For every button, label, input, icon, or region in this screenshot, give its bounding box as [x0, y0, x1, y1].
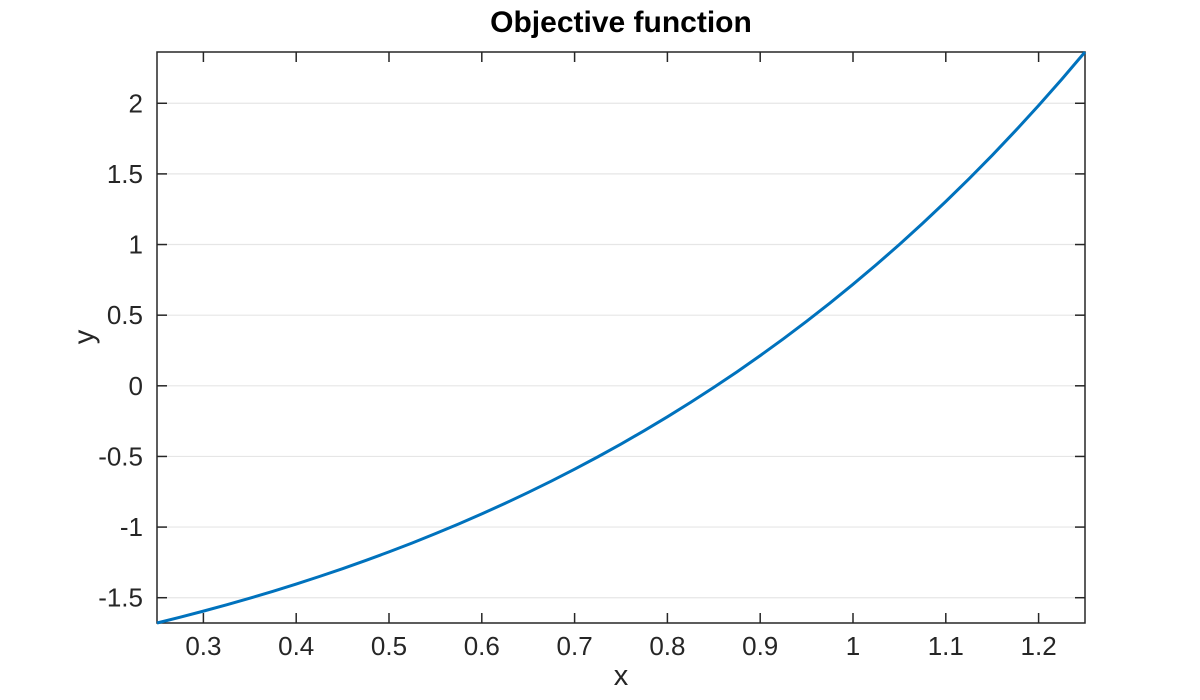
x-tick-label: 0.5: [371, 631, 407, 661]
y-tick-label: -1.5: [98, 583, 143, 613]
y-tick-label: -1: [120, 512, 143, 542]
x-tick-label: 0.7: [557, 631, 593, 661]
objective-function-curve: [156, 51, 1087, 625]
x-tick-label: 0.8: [649, 631, 685, 661]
y-tick-label: 2: [129, 88, 143, 118]
x-axis-label: x: [613, 660, 629, 692]
y-tick-label: -0.5: [98, 441, 143, 471]
chart-title: Objective function: [490, 6, 752, 39]
x-tick-label: 0.6: [464, 631, 500, 661]
x-tick-label: 0.4: [278, 631, 314, 661]
y-tick-label: 0: [129, 371, 143, 401]
y-tick-label: 0.5: [107, 300, 143, 330]
x-tick-label: 1.1: [928, 631, 964, 661]
x-tick-label: 0.9: [742, 631, 778, 661]
axis-box: [156, 51, 1086, 624]
y-tick-label: 1.5: [107, 159, 143, 189]
y-tick-label: 1: [129, 230, 143, 260]
y-axis-label: y: [68, 329, 101, 345]
x-tick-label: 1.2: [1021, 631, 1057, 661]
x-tick-label: 0.3: [185, 631, 221, 661]
x-tick-label: 1: [846, 631, 860, 661]
